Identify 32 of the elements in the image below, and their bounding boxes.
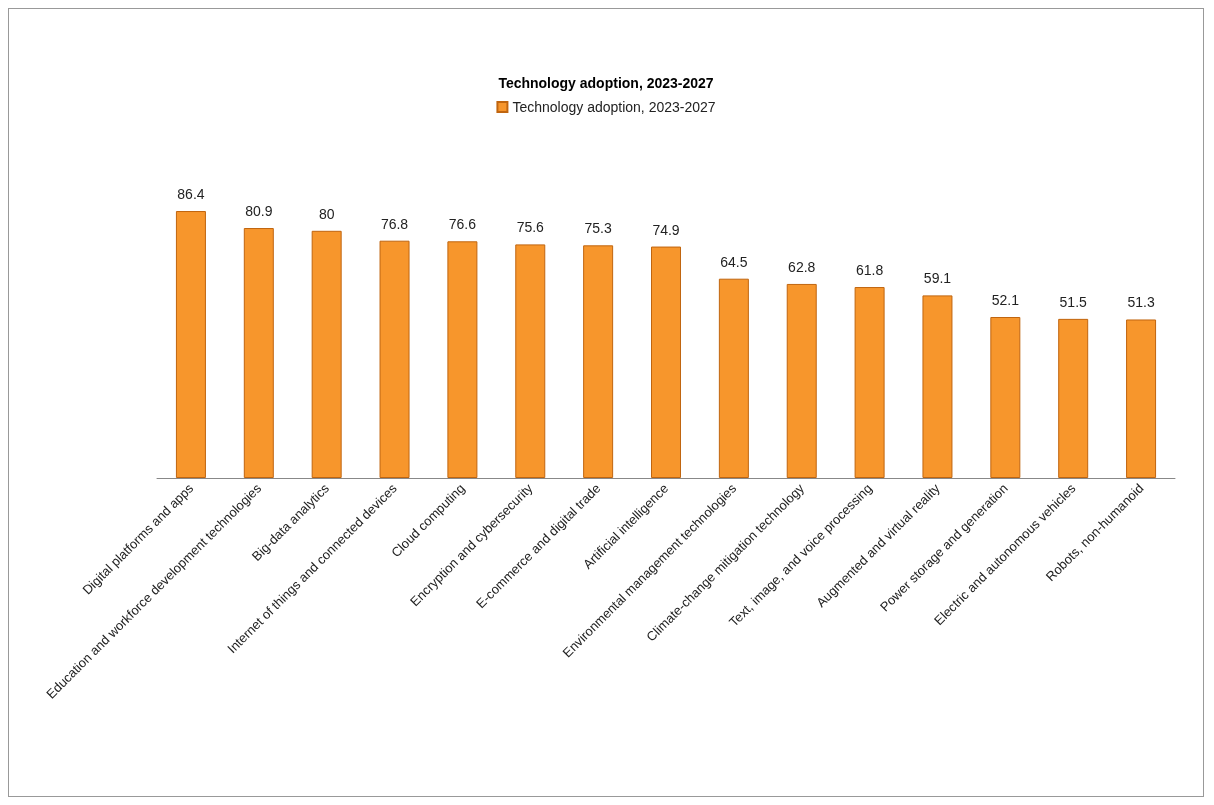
chart-title: Technology adoption, 2023-2027 — [498, 75, 714, 91]
data-label: 64.5 — [720, 253, 748, 270]
bar — [447, 241, 478, 478]
data-label: 52.1 — [991, 292, 1020, 309]
data-label: 51.5 — [1059, 293, 1088, 310]
legend-label: Technology adoption, 2023-2027 — [512, 99, 716, 115]
data-label: 76.6 — [448, 216, 477, 233]
data-label: 74.9 — [652, 221, 680, 238]
bar — [1126, 319, 1157, 478]
data-label: 86.4 — [177, 186, 205, 203]
bar — [718, 278, 749, 478]
bar — [311, 230, 342, 478]
data-label: 76.8 — [380, 215, 409, 232]
data-label: 59.1 — [923, 270, 952, 287]
bar — [379, 240, 410, 478]
data-label: 75.6 — [516, 219, 545, 236]
bar — [175, 211, 206, 478]
data-label: 80.9 — [245, 203, 273, 220]
bar — [583, 245, 614, 478]
bar — [515, 244, 546, 478]
data-label: 80 — [318, 205, 335, 222]
bar — [651, 246, 681, 478]
data-label: 75.3 — [584, 220, 612, 237]
data-label: 61.8 — [855, 262, 884, 279]
bar — [922, 295, 953, 478]
bar — [854, 287, 885, 478]
bar — [243, 228, 274, 478]
data-label: 62.8 — [788, 258, 816, 275]
bar — [990, 317, 1021, 478]
bar — [1058, 318, 1089, 478]
data-label: 51.3 — [1127, 294, 1155, 311]
bar — [786, 283, 817, 478]
